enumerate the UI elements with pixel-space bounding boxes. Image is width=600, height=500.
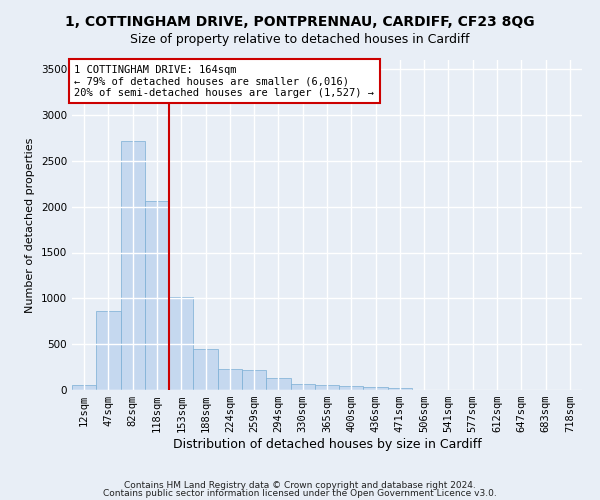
Y-axis label: Number of detached properties: Number of detached properties [25, 138, 35, 312]
Text: Contains public sector information licensed under the Open Government Licence v3: Contains public sector information licen… [103, 489, 497, 498]
Bar [388, 388, 412, 390]
Bar [266, 378, 290, 390]
Bar [315, 384, 339, 390]
Bar [193, 349, 218, 390]
X-axis label: Distribution of detached houses by size in Cardiff: Distribution of detached houses by size … [173, 438, 481, 451]
Bar [121, 140, 145, 390]
Bar [145, 201, 169, 390]
Bar [169, 298, 193, 390]
Bar [290, 384, 315, 390]
Text: Size of property relative to detached houses in Cardiff: Size of property relative to detached ho… [130, 32, 470, 46]
Bar [96, 311, 121, 390]
Bar [72, 384, 96, 390]
Bar [218, 370, 242, 390]
Bar [339, 386, 364, 390]
Bar [364, 387, 388, 390]
Bar [242, 370, 266, 390]
Text: 1 COTTINGHAM DRIVE: 164sqm
← 79% of detached houses are smaller (6,016)
20% of s: 1 COTTINGHAM DRIVE: 164sqm ← 79% of deta… [74, 64, 374, 98]
Text: 1, COTTINGHAM DRIVE, PONTPRENNAU, CARDIFF, CF23 8QG: 1, COTTINGHAM DRIVE, PONTPRENNAU, CARDIF… [65, 15, 535, 29]
Text: Contains HM Land Registry data © Crown copyright and database right 2024.: Contains HM Land Registry data © Crown c… [124, 480, 476, 490]
